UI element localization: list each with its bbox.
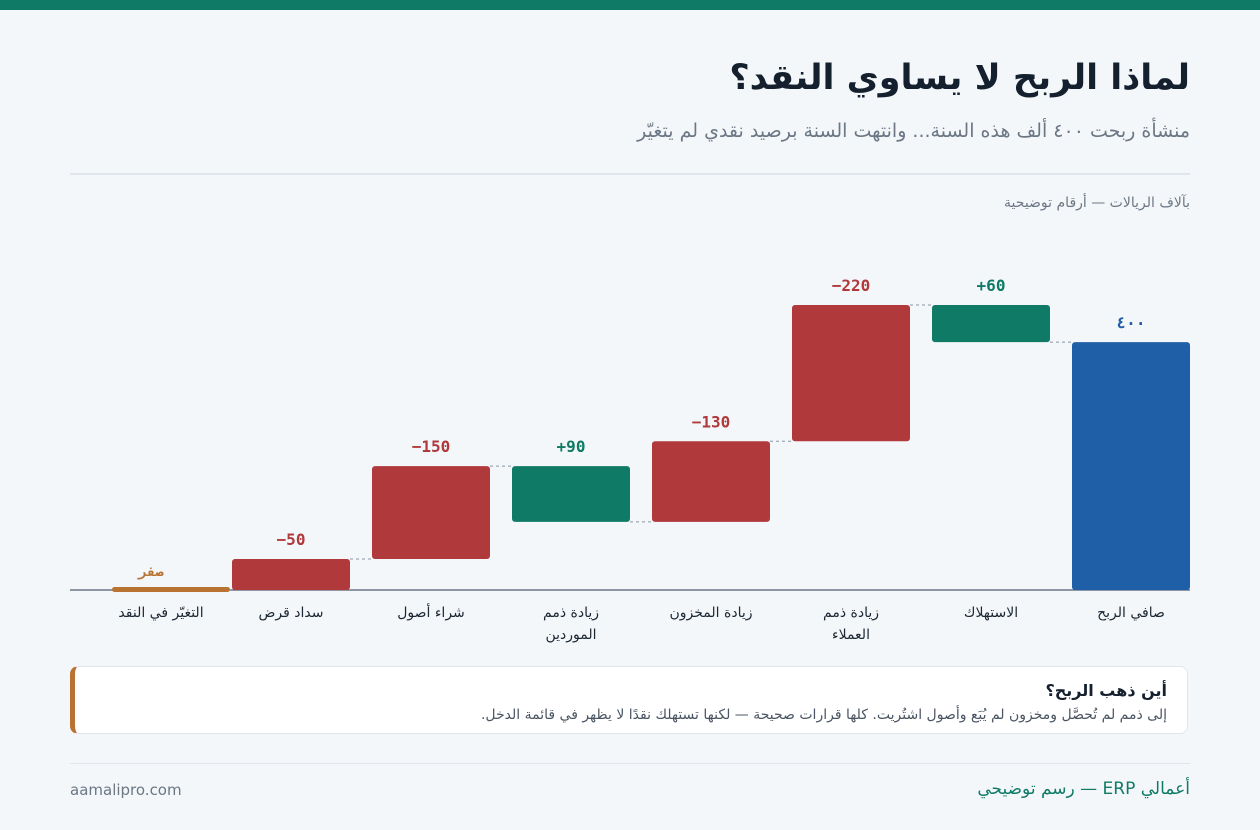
category-label: زيادة ذمم العملاء [823,605,879,643]
bar [932,305,1050,343]
category-label: صافي الربح [1097,605,1165,621]
footer-site: aamalipro.com [70,781,182,799]
bar [652,441,770,522]
category-label: زيادة المخزون [669,605,753,621]
value-label: −150 [412,437,451,456]
divider [70,763,1190,764]
note-text: إلى ذمم لم تُحصَّل ومخزون لم يُبَع وأصول… [480,707,1167,723]
note-title: أين ذهب الربح؟ [1045,681,1167,700]
value-label: −220 [832,276,871,295]
bar [792,305,910,442]
bar [1072,342,1190,590]
category-label: شراء أصول [397,605,465,621]
category-label: سداد قرض [258,605,324,621]
bar [232,559,350,590]
bar [372,466,490,560]
category-label: الاستهلاك [963,605,1019,621]
bar [112,587,230,592]
footer-brand: أعمالي ERP — رسم توضيحي [977,779,1190,799]
value-label: صفر [136,564,164,580]
subtitle: منشأة ربحت ٤٠٠ ألف هذه السنة... وانتهت ا… [637,120,1190,142]
value-label: ٤٠٠ [1117,313,1146,332]
value-label: +60 [977,276,1006,295]
title: لماذا الربح لا يساوي النقد؟ [729,58,1190,98]
bar [512,466,630,522]
top-bar [0,0,1260,10]
unit-label: بآلاف الريالات — أرقام توضيحية [1004,195,1190,211]
value-label: −130 [692,412,731,431]
note-box: أين ذهب الربح؟ إلى ذمم لم تُحصَّل ومخزون… [70,666,1188,734]
category-label: زيادة ذمم الموردين [543,605,599,643]
divider [70,173,1190,175]
value-label: −50 [277,530,306,549]
category-label: التغيّر في النقد [118,605,204,621]
value-label: +90 [557,437,586,456]
